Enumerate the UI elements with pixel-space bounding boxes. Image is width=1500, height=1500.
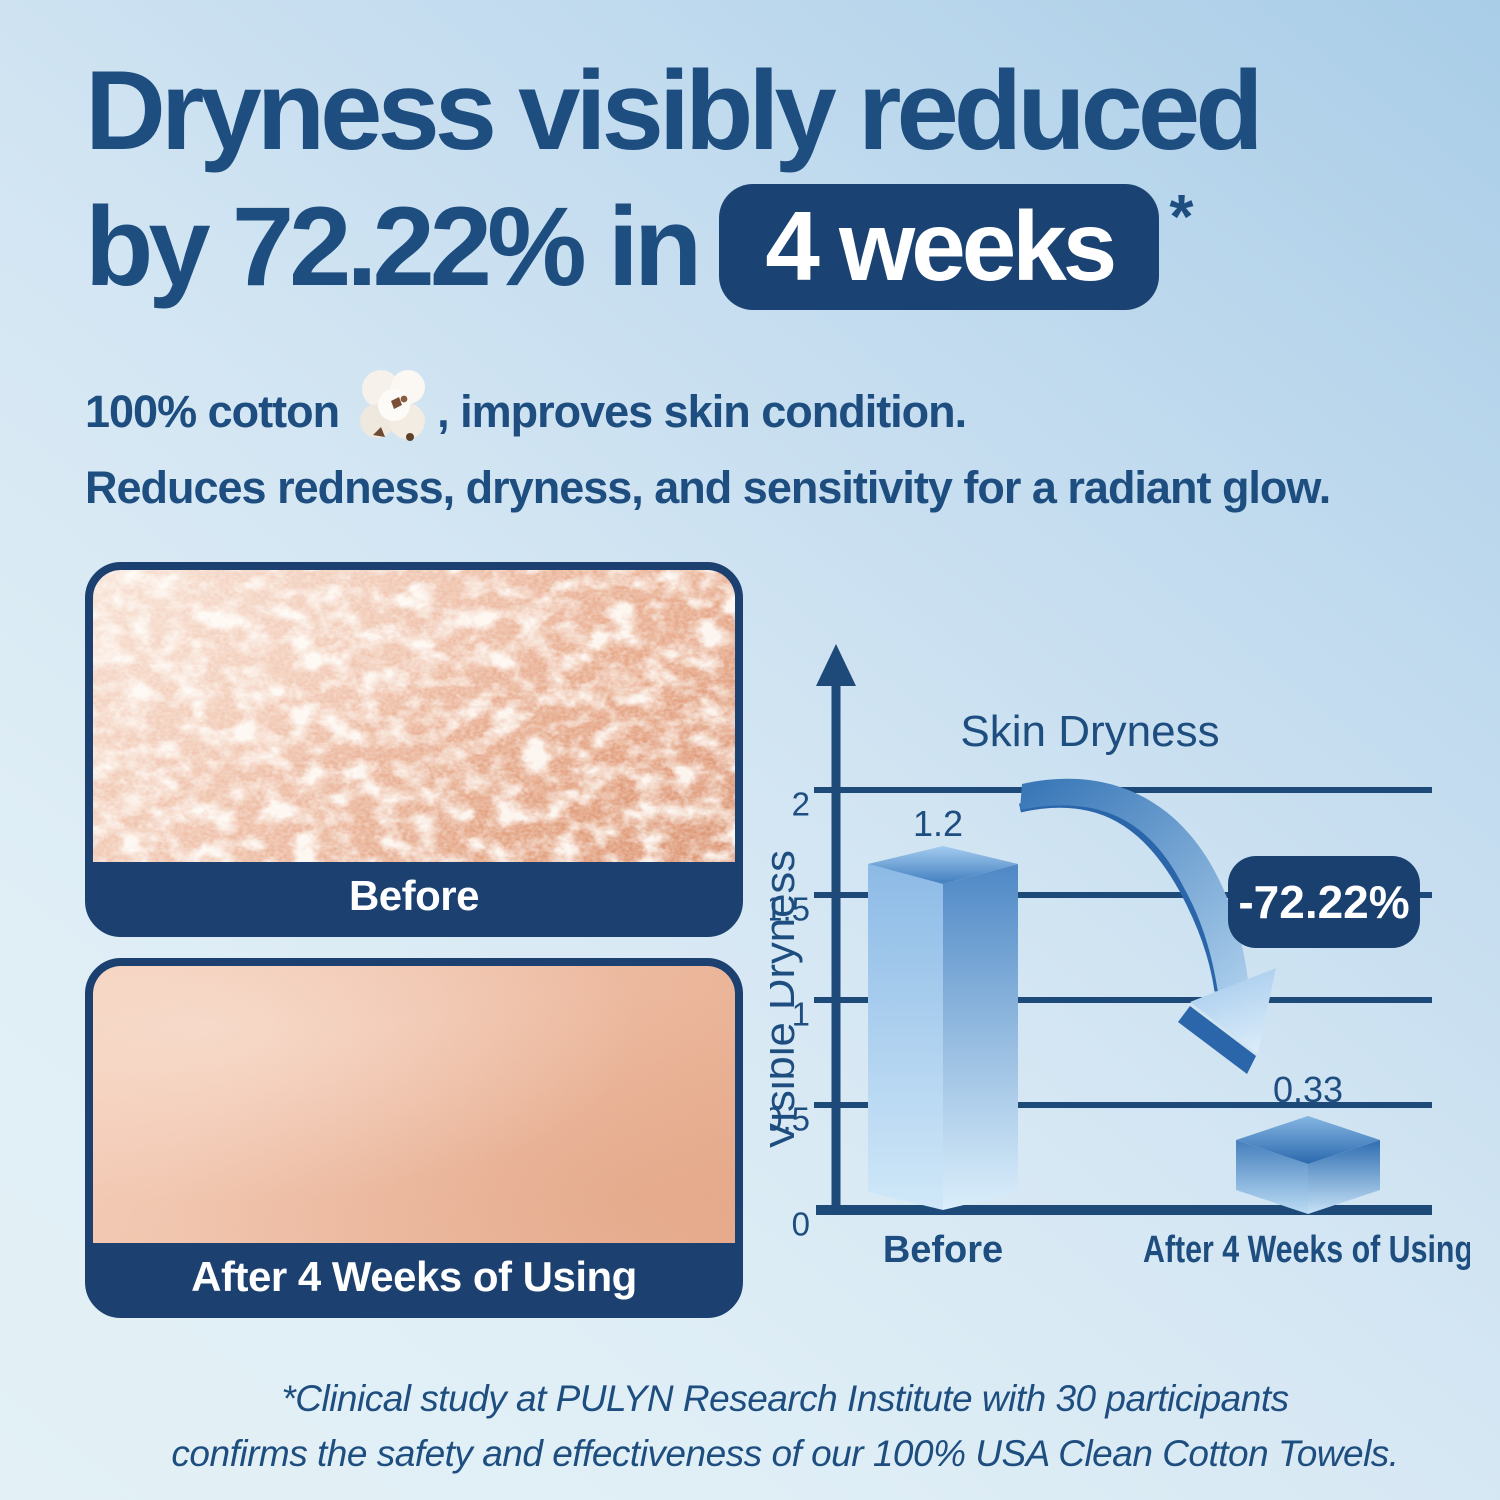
dry-skin-texture <box>93 570 735 862</box>
y-tick-1-5: 1.5 <box>770 891 810 928</box>
cotton-boll-icon <box>360 370 426 441</box>
title-line2-text: by 72.22% in <box>85 184 702 310</box>
smooth-skin-texture <box>93 966 735 1243</box>
highlight-badge-label: 4 weeks <box>765 191 1117 302</box>
change-badge-label: -72.22% <box>1238 876 1409 928</box>
after-photo-card: After 4 Weeks of Using <box>85 958 743 1318</box>
y-tick-labels: 2 1.5 1 0.5 0 <box>770 786 810 1243</box>
y-tick-1: 1 <box>792 996 810 1033</box>
value-label-after: 0.33 <box>1273 1069 1343 1110</box>
y-tick-0: 0 <box>792 1206 810 1243</box>
after-skin-photo <box>93 966 735 1243</box>
subtitle: 100% cotton , improves skin condition. R… <box>85 366 1331 514</box>
subtitle-line1-prefix: 100% cotton <box>85 386 340 437</box>
before-skin-photo <box>93 570 735 862</box>
value-label-before: 1.2 <box>913 803 963 844</box>
before-photo-card: Before <box>85 562 743 937</box>
after-label: After 4 Weeks of Using <box>93 1243 735 1310</box>
title-line1: Dryness visibly reduced <box>85 48 1264 173</box>
decrease-arrow-icon <box>1019 778 1276 1074</box>
y-tick-2: 2 <box>792 786 810 823</box>
highlight-badge: 4 weeks <box>719 183 1160 310</box>
page-title: Dryness visibly reduced by 72.22% in 4 w… <box>85 46 1264 310</box>
bar-after <box>1236 1116 1380 1214</box>
before-label: Before <box>93 862 735 929</box>
y-axis-arrowhead-icon <box>816 644 856 686</box>
subtitle-line1-suffix: , improves skin condition. <box>437 386 967 437</box>
x-label-after: After 4 Weeks of Using <box>1143 1229 1470 1271</box>
skin-dryness-chart: Skin Dryness Visible Dryness 2 1.5 1 0.5… <box>770 644 1470 1271</box>
x-label-before: Before <box>883 1229 1003 1271</box>
chart-title: Skin Dryness <box>960 707 1219 756</box>
footnote-line1: *Clinical study at PULYN Research Instit… <box>281 1378 1289 1419</box>
y-axis-label: Visible Dryness <box>770 850 803 1150</box>
change-badge: -72.22% <box>1228 856 1420 948</box>
footnote-asterisk: * <box>1169 182 1194 252</box>
subtitle-line2: Reduces redness, dryness, and sensitivit… <box>85 462 1331 513</box>
bar-before <box>868 846 1018 1210</box>
clinical-footnote: *Clinical study at PULYN Research Instit… <box>70 1372 1500 1482</box>
title-line2: by 72.22% in 4 weeks * <box>85 182 1259 310</box>
footnote-line2: confirms the safety and effectiveness of… <box>171 1432 1399 1474</box>
subtitle-line1: 100% cotton , improves skin condition. <box>85 366 1330 458</box>
y-tick-0-5: 0.5 <box>770 1101 810 1138</box>
